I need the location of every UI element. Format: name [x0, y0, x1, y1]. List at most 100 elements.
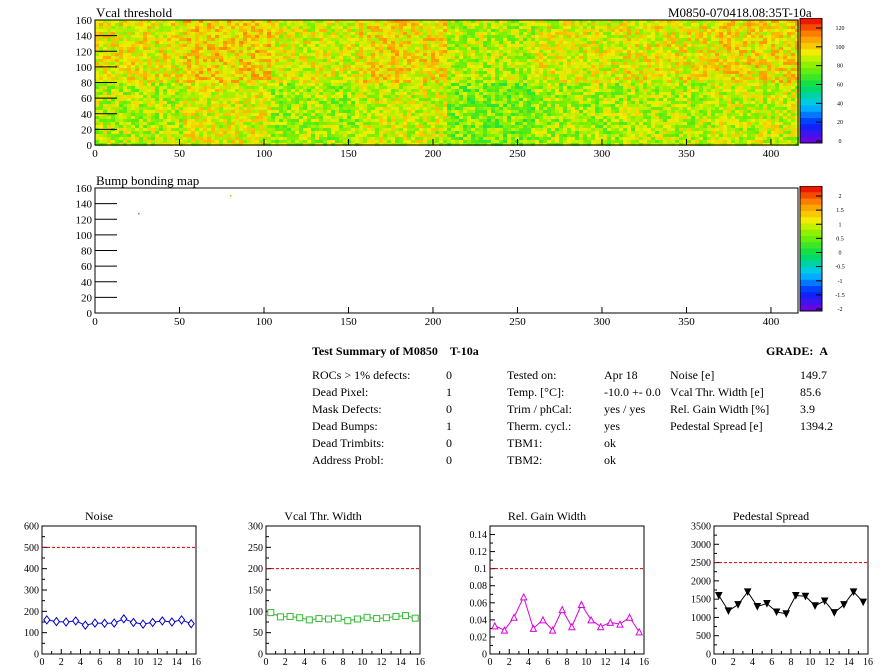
y-tick-label: 200	[24, 607, 39, 618]
y-tick-label: 0.06	[470, 598, 488, 609]
palette-tick-label: 1	[839, 222, 842, 228]
series-line	[46, 618, 192, 626]
performance-label: Vcal Thr. Width [e]	[670, 385, 764, 399]
x-tick-label: 0	[488, 657, 493, 668]
noise-chart: Noise 0 100 200 300 400 500 600 0 2 4 6 8 10 12 14 16	[24, 509, 201, 668]
bump-bonding-palette: 2 1.5 1 0.5 0 -0.5 -1 -1.5 -2	[799, 186, 845, 313]
mini-chart-title: Pedestal Spread	[733, 509, 809, 523]
map-x-tick-label: 200	[425, 316, 442, 328]
data-point	[158, 616, 166, 626]
data-point	[763, 600, 771, 608]
map-x-tick-label: 50	[174, 148, 186, 160]
y-tick-label: 500	[24, 543, 39, 554]
condition-label: TBM1:	[507, 436, 543, 450]
data-point	[811, 602, 819, 610]
threshold-heatmap-cells	[95, 20, 799, 146]
condition-label: Temp. [°C]:	[507, 385, 565, 399]
map-y-tick-label: 0	[87, 140, 93, 152]
y-tick-label: 0	[34, 650, 39, 661]
palette-tick-label: -2	[838, 307, 843, 313]
y-tick-label: 200	[248, 564, 263, 575]
defect-label: Mask Defects:	[312, 402, 382, 416]
defect-label: Dead Pixel:	[312, 385, 369, 399]
y-tick-label: 1000	[691, 613, 711, 624]
palette-tick-label: 120	[836, 26, 845, 32]
map-y-tick-label: 20	[81, 292, 93, 304]
data-point	[363, 613, 371, 621]
x-tick-label: 4	[526, 657, 531, 668]
y-tick-label: 0.12	[470, 547, 488, 558]
vcal-thr-width-chart: Vcal Thr. Width 0 50 100 150 200 250 300 0 2 4 6 8 10…	[248, 509, 425, 668]
map-y-tick-label: 100	[76, 230, 93, 242]
data-point	[539, 615, 547, 624]
data-point	[177, 615, 186, 625]
map-x-tick-label: 250	[509, 148, 526, 160]
x-tick-label: 16	[191, 657, 201, 668]
x-tick-label: 6	[545, 657, 550, 668]
data-point	[325, 615, 333, 623]
condition-value: yes / yes	[604, 402, 646, 416]
y-tick-label: 150	[248, 586, 263, 597]
y-tick-label: 0.14	[470, 530, 488, 541]
data-point	[840, 601, 848, 609]
condition-value: Apr 18	[604, 368, 638, 382]
data-point	[187, 618, 195, 629]
data-point	[801, 592, 810, 601]
x-tick-label: 6	[769, 657, 774, 668]
data-point	[849, 588, 858, 596]
data-point	[510, 613, 518, 621]
plot-frame	[265, 525, 421, 655]
performance-label: Rel. Gain Width [%]	[670, 402, 770, 416]
data-point	[353, 615, 361, 623]
y-tick-label: 2000	[691, 576, 711, 587]
performance-label: Pedestal Spread [e]	[670, 419, 763, 433]
map-y-tick-label: 120	[76, 214, 93, 226]
y-tick-label: 300	[24, 586, 39, 597]
data-point	[568, 622, 576, 631]
condition-value: -10.0 +- 0.0	[604, 385, 661, 399]
palette-tick-label: 60	[837, 83, 843, 89]
map-x-tick-label: 250	[509, 316, 526, 328]
y-tick-label: 0	[258, 650, 263, 661]
data-point	[491, 621, 499, 630]
bump-map-title: Bump bonding map	[96, 173, 200, 188]
data-point	[296, 614, 304, 622]
data-point	[286, 612, 294, 620]
x-tick-label: 2	[507, 657, 512, 668]
x-tick-label: 8	[117, 657, 122, 668]
y-tick-label: 100	[248, 607, 263, 618]
x-tick-label: 14	[396, 657, 406, 668]
data-point	[168, 617, 176, 627]
palette-tick-label: 0.5	[836, 236, 844, 242]
data-point	[334, 614, 342, 622]
data-point	[724, 607, 733, 615]
performance-label: Noise [e]	[670, 368, 715, 382]
map-y-tick-label: 160	[76, 15, 93, 27]
defect-label: Dead Bumps:	[312, 419, 378, 433]
data-point	[305, 616, 313, 624]
data-point	[129, 617, 138, 628]
map-x-tick-label: 350	[678, 316, 695, 328]
data-point	[782, 610, 790, 618]
data-point	[715, 591, 723, 600]
x-tick-label: 14	[844, 657, 854, 668]
data-point	[411, 614, 419, 622]
y-tick-label: 100	[24, 628, 39, 639]
palette-tick-label: 80	[837, 64, 843, 70]
map-y-tick-label: 80	[81, 246, 93, 258]
defect-value: 0	[446, 436, 452, 450]
map-x-tick-label: 400	[763, 148, 780, 160]
map-y-tick-label: 160	[76, 183, 93, 195]
x-tick-label: 0	[712, 657, 717, 668]
palette-tick-label: -0.5	[835, 265, 845, 271]
data-point	[772, 608, 781, 617]
palette-tick-label: 1.5	[836, 208, 844, 214]
bump-defect-dot	[230, 195, 232, 197]
pedestal-spread-chart: Pedestal Spread 0 500 1000 1500 2000 2500 3000 3…	[691, 509, 873, 668]
data-point	[625, 613, 634, 621]
performance-value: 85.6	[800, 385, 821, 399]
data-point	[52, 616, 61, 627]
y-tick-label: 0.04	[470, 615, 488, 626]
data-point	[753, 602, 762, 611]
